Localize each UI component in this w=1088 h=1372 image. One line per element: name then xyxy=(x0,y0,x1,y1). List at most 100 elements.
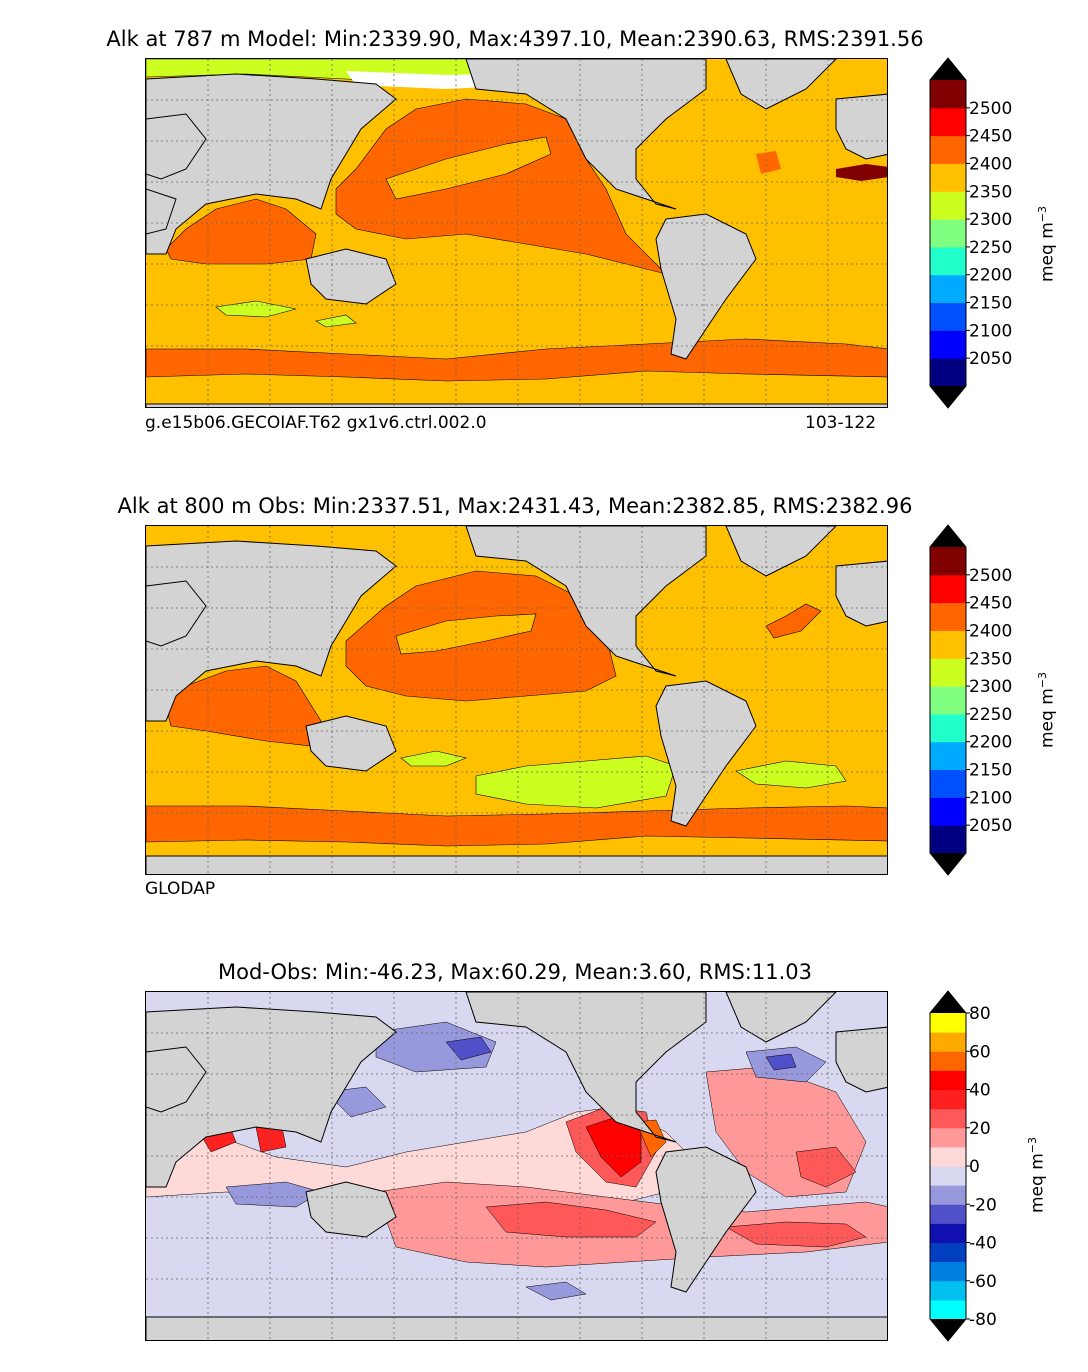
africa-east xyxy=(146,188,177,235)
panel3-colorbar: 80 60 40 20 0 -20 -40 -60 -80 xyxy=(929,990,997,1342)
panel1-colorbar-svg: 2500 2450 2400 2350 2300 2250 2200 2150 2100 2050 xyxy=(929,57,1012,409)
colorbar-segment xyxy=(930,769,966,798)
colorbar-segment xyxy=(930,1070,966,1090)
south-america xyxy=(655,213,757,360)
colorbar-tick-label: -60 xyxy=(969,1272,997,1292)
colorbar-tick-label: 80 xyxy=(969,1004,991,1024)
colorbar-segment xyxy=(930,1051,966,1071)
south-pacific-green xyxy=(475,755,677,809)
southern-orange xyxy=(146,338,887,382)
colorbar-segment xyxy=(930,825,966,854)
panel3-map xyxy=(145,991,888,1341)
colorbar-tick-label: 0 xyxy=(969,1157,980,1177)
colorbar-tick-label: 2150 xyxy=(969,294,1012,314)
africa-north xyxy=(146,580,207,647)
colorbar-segment xyxy=(930,1280,966,1301)
europe xyxy=(835,560,887,627)
colorbar-tick-label: 2350 xyxy=(969,649,1012,669)
colorbar-tick-label: 2150 xyxy=(969,761,1012,781)
colorbar-tick-label: 2450 xyxy=(969,594,1012,614)
colorbar-extend-max xyxy=(930,991,966,1013)
africa-north xyxy=(146,1046,207,1113)
eurasia xyxy=(146,1006,397,1188)
colorbar-tick-label: 2450 xyxy=(969,127,1012,147)
colorbar-tick-label: 60 xyxy=(969,1042,991,1062)
panel2-title: Alk at 800 m Obs: Min:2337.51, Max:2431.… xyxy=(117,494,913,518)
europe xyxy=(835,93,887,160)
panel2-colorbar-unit: meq m−3 xyxy=(1036,672,1058,748)
colorbar-segment xyxy=(930,246,966,276)
colorbar-segment xyxy=(930,713,966,743)
colorbar-tick-label: 2100 xyxy=(969,321,1012,341)
colorbar-extend-max xyxy=(930,525,966,547)
australia xyxy=(305,1181,397,1238)
colorbar-extend-min xyxy=(930,853,966,875)
panel1-caption-left: g.e15b06.GECOIAF.T62 gx1v6.ctrl.002.0 xyxy=(145,413,487,433)
grid-lines xyxy=(146,992,887,1340)
panel1-caption-right: 103-122 xyxy=(805,413,877,433)
colorbar-segment xyxy=(930,602,966,631)
panel2-caption-left: GLODAP xyxy=(145,879,216,899)
north-america xyxy=(465,526,707,677)
australia xyxy=(305,248,397,305)
antarctica xyxy=(146,403,887,407)
colorbar-segment xyxy=(930,1223,966,1243)
panel1-map-svg xyxy=(146,59,887,407)
red-south-pacific xyxy=(485,1201,657,1238)
blue-southern xyxy=(525,1281,587,1301)
colorbar-segment xyxy=(930,658,966,687)
colorbar-segment xyxy=(930,741,966,771)
colorbar-segment xyxy=(930,1108,966,1129)
south-america xyxy=(655,1146,757,1293)
colorbar-border xyxy=(929,57,967,409)
panel3-title: Mod-Obs: Min:-46.23, Max:60.29, Mean:3.6… xyxy=(218,960,812,984)
greenland xyxy=(725,59,837,110)
colorbar-segment xyxy=(930,1146,966,1167)
colorbar-tick-label: 40 xyxy=(969,1081,991,1101)
colorbar-tick-label: 2400 xyxy=(969,154,1012,174)
south-america xyxy=(655,680,757,827)
southern-orange xyxy=(146,805,887,847)
colorbar-segment xyxy=(930,358,966,387)
panel1-title: Alk at 787 m Model: Min:2339.90, Max:439… xyxy=(106,27,924,51)
north-america xyxy=(465,59,707,210)
colorbar-segment xyxy=(930,1032,966,1052)
panel2-map xyxy=(145,525,888,875)
atl-orange xyxy=(756,151,781,174)
colorbar-segment xyxy=(930,1089,966,1110)
colorbar-segment xyxy=(930,1013,966,1033)
colorbar-segment xyxy=(930,274,966,304)
atl-orange xyxy=(765,603,822,639)
panel2-map-svg xyxy=(146,526,887,874)
panel2-colorbar: 2500 2450 2400 2350 2300 2250 2200 2150 2100 2050 xyxy=(929,524,1012,876)
colorbar-extend-min xyxy=(930,1319,966,1341)
colorbar-tick-label: 2500 xyxy=(969,566,1012,586)
colorbar-segment xyxy=(930,80,966,109)
europe xyxy=(835,1026,887,1093)
colorbar-tick-label: 2050 xyxy=(969,349,1012,369)
africa-north xyxy=(146,113,207,180)
colorbar-segment xyxy=(930,302,966,331)
panel1-map xyxy=(145,58,888,408)
blue-deep-north-atl xyxy=(765,1053,797,1071)
antarctica xyxy=(146,855,887,874)
colorbar-tick-label: 2350 xyxy=(969,182,1012,202)
colorbar-segment xyxy=(930,163,966,192)
colorbar-segment xyxy=(930,547,966,576)
grid-lines xyxy=(146,59,887,407)
colorbar-segment xyxy=(930,330,966,359)
north-pacific-core xyxy=(385,136,552,200)
colorbar-extend-max xyxy=(930,58,966,80)
south-atl-green xyxy=(735,760,847,789)
colorbar-tick-label: 20 xyxy=(969,1119,991,1139)
colorbar-tick-label: 2500 xyxy=(969,99,1012,119)
colorbar-segment xyxy=(930,1185,966,1205)
greenland xyxy=(725,992,837,1043)
greenland xyxy=(725,526,837,577)
colorbar-tick-label: 2400 xyxy=(969,621,1012,641)
eurasia xyxy=(146,540,397,722)
blue-north-pacific xyxy=(375,1021,497,1073)
colorbar-segment xyxy=(930,797,966,826)
colorbar-segment xyxy=(930,1261,966,1282)
colorbar-tick-label: -40 xyxy=(969,1234,997,1254)
